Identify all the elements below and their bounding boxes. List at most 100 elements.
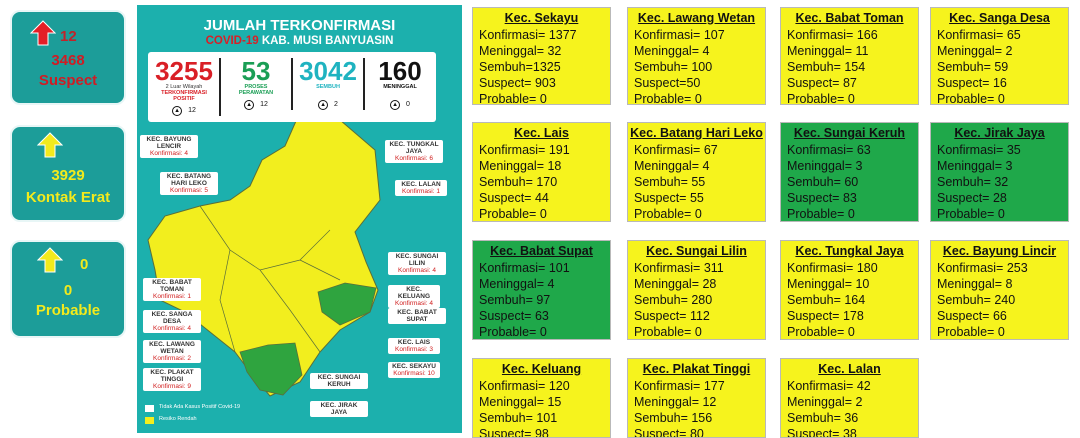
district-row: Probable = 0 <box>628 206 765 221</box>
district-row: Suspect = 38 <box>781 426 918 437</box>
district-row: Meninggal = 2 <box>931 43 1068 59</box>
district-row: Suspect = 903 <box>473 75 610 91</box>
row-value: = 87 <box>832 76 857 90</box>
stat-label: SEMBUH <box>316 84 340 90</box>
district-name: Kec. Batang Hari Leko <box>630 126 763 140</box>
panel-subtitle: COVID-19 KAB. MUSI BANYUASIN <box>137 35 462 47</box>
district-row: Sembuh = 170 <box>473 174 610 190</box>
map-label-name: KEC. SUNGAI LILIN <box>395 253 439 267</box>
district-name: Kec. Bayung Lincir <box>942 244 1057 258</box>
row-value: = 66 <box>982 309 1007 323</box>
row-label: Sembuh <box>479 60 526 74</box>
row-label: Sembuh <box>787 60 834 74</box>
map-label-count: Konfirmasi: 5 <box>170 187 208 194</box>
row-value: = 63 <box>846 143 871 157</box>
row-value: = 903 <box>524 76 556 90</box>
row-label: Meninggal <box>479 159 537 173</box>
map-label: KEC. LAWANG WETAN Konfirmasi: 2 <box>143 340 201 363</box>
row-value: = 178 <box>832 309 864 323</box>
district-row: Probable = 0 <box>628 324 765 339</box>
row-value: = 164 <box>833 293 866 307</box>
row-value: = 55 <box>679 191 704 205</box>
side-value: 3929 <box>51 167 85 184</box>
map-label: KEC. BATANG HARI LEKO Konfirmasi: 5 <box>160 172 218 195</box>
map-label-count: Konfirmasi: 3 <box>395 346 433 353</box>
side-label: Kontak Erat <box>25 189 111 206</box>
district-row: Probable = 0 <box>931 91 1068 105</box>
map-label-count: Konfirmasi: 1 <box>402 188 440 195</box>
row-label: Meninggal <box>634 44 692 58</box>
district-row: Suspect = 16 <box>931 75 1068 91</box>
row-label: Sembuh <box>787 293 834 307</box>
district-row: Sembuh = 36 <box>781 410 918 426</box>
row-label: Suspect <box>634 191 680 205</box>
row-value: = 0 <box>837 325 855 339</box>
row-value: = 0 <box>529 325 547 339</box>
district-card: Kec. Jirak Jaya Konfirmasi = 35 Meninggal = … <box>930 122 1069 222</box>
district-row: Konfirmasi = 1377 <box>473 27 610 43</box>
row-value: = 101 <box>538 261 570 275</box>
district-row: Meninggal = 15 <box>473 394 610 410</box>
map-label: KEC. LAIS Konfirmasi: 3 <box>388 338 440 354</box>
side-value: 0 <box>63 282 73 299</box>
row-label: Suspect <box>787 76 833 90</box>
stat-value: 53 <box>241 56 271 86</box>
district-row: Suspect = 55 <box>628 190 765 206</box>
district-row: Konfirmasi = 63 <box>781 142 918 158</box>
district-name: Kec. Keluang <box>501 362 582 376</box>
change-icon: ▲ <box>172 106 183 116</box>
row-label: Probable <box>787 325 838 339</box>
map-label-name: KEC. BABAT TOMAN <box>152 279 192 293</box>
row-value: = 35 <box>996 143 1021 157</box>
row-label: Probable <box>634 207 685 221</box>
row-value: = 170 <box>525 175 558 189</box>
map-label: KEC. LALAN Konfirmasi: 1 <box>395 180 447 196</box>
row-label: Suspect <box>479 427 525 438</box>
subtitle: KAB. MUSI BANYUASIN <box>261 35 394 47</box>
stat-change: ▲ 12 <box>221 100 291 110</box>
row-label: Konfirmasi <box>787 261 847 275</box>
district-row: Sembuh = 55 <box>628 174 765 190</box>
row-label: Sembuh <box>634 175 681 189</box>
row-value: = 80 <box>679 427 704 438</box>
row-label: Konfirmasi <box>787 379 847 393</box>
row-value: = 15 <box>536 395 562 409</box>
district-card: Kec. Batang Hari Leko Konfirmasi = 67 Menin… <box>627 122 766 222</box>
row-value: = 0 <box>684 325 702 339</box>
row-label: Probable <box>634 325 685 339</box>
map-label: KEC. PLAKAT TINGGI Konfirmasi: 9 <box>143 368 201 391</box>
row-value: = 3 <box>844 159 863 173</box>
row-value: =50 <box>679 76 701 90</box>
district-row: Sembuh =1325 <box>473 59 610 75</box>
district-name: Kec. Plakat Tinggi <box>642 362 751 376</box>
row-label: Konfirmasi <box>479 143 539 157</box>
row-label: Suspect <box>479 76 525 90</box>
map-label-name: KEC. TUNGKAL JAYA <box>389 141 439 155</box>
change-icon: ▲ <box>318 100 329 110</box>
row-label: Meninggal <box>937 159 995 173</box>
row-label: Sembuh <box>634 411 681 425</box>
row-value: = 253 <box>996 261 1028 275</box>
row-value: = 154 <box>833 60 866 74</box>
district-row: Meninggal = 18 <box>473 158 610 174</box>
row-value: = 0 <box>684 92 702 105</box>
district-card: Kec. Plakat Tinggi Konfirmasi = 177 Meningg… <box>627 358 766 438</box>
map-label-count: Konfirmasi: 10 <box>393 370 435 377</box>
map-label-count: Konfirmasi: 4 <box>398 267 436 274</box>
map-label-name: KEC. BABAT SUPAT <box>397 309 437 323</box>
district-card: Kec. Lais Konfirmasi = 191 Meninggal = 18 Sem… <box>472 122 611 222</box>
map-label: KEC. TUNGKAL JAYA Konfirmasi: 6 <box>385 140 443 163</box>
row-value: = 311 <box>693 261 724 275</box>
map-label-name: KEC. BAYUNG LENCIR <box>146 136 192 150</box>
row-value: = 0 <box>987 325 1005 339</box>
district-card: Kec. Babat Toman Konfirmasi = 166 Meninggal… <box>780 7 919 105</box>
row-label: Meninggal <box>787 159 845 173</box>
row-value: = 16 <box>982 76 1007 90</box>
district-row: Konfirmasi = 42 <box>781 378 918 394</box>
row-value: = 0 <box>987 92 1005 105</box>
map-label-count: Konfirmasi: 9 <box>153 383 191 390</box>
district-card: Kec. Bayung Lincir Konfirmasi = 253 Meningg… <box>930 240 1069 340</box>
row-value: = 191 <box>538 143 570 157</box>
row-label: Sembuh <box>479 411 526 425</box>
map-label: KEC. KELUANG Konfirmasi: 4 <box>388 285 440 308</box>
